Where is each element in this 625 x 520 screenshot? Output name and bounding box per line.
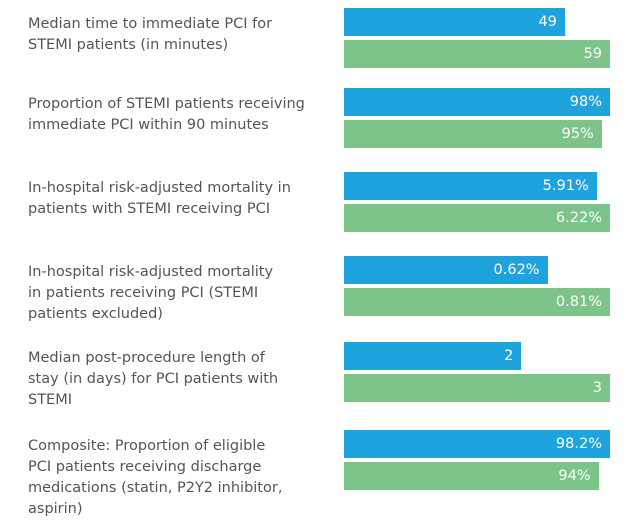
bar: 5.91% [344,172,597,200]
value-label: 0.62% [493,262,540,278]
value-label: 94% [558,468,591,484]
bar: 2 [344,342,522,370]
bar: 0.81% [344,288,610,316]
value-label: 49 [538,14,557,30]
value-label: 98.2% [555,436,602,452]
bar: 59 [344,40,610,68]
bar: 0.62% [344,256,548,284]
value-label: 0.81% [555,294,602,310]
value-label: 98% [569,94,602,110]
indicator-label: In-hospital risk-adjusted mortality in p… [28,180,291,217]
value-label: 3 [592,380,602,396]
indicator-label: Composite: Proportion of eligible PCI pa… [28,438,283,517]
bar: 98% [344,88,610,116]
indicator-label: Median time to immediate PCI for STEMI p… [28,16,273,53]
bar: 6.22% [344,204,610,232]
bar: 3 [344,374,610,402]
bar: 98.2% [344,430,610,458]
bar: 95% [344,120,602,148]
indicator-label: Median post-procedure length of stay (in… [28,350,279,408]
value-label: 6.22% [555,210,602,226]
value-label: 5.91% [542,178,589,194]
bar: 49 [344,8,565,36]
value-label: 59 [583,46,602,62]
value-label: 95% [561,126,594,142]
indicator-label: In-hospital risk-adjusted mortality in p… [28,264,274,322]
bar: 94% [344,462,599,490]
indicator-label: Proportion of STEMI patients receiving i… [28,96,305,133]
value-label: 2 [504,348,514,364]
